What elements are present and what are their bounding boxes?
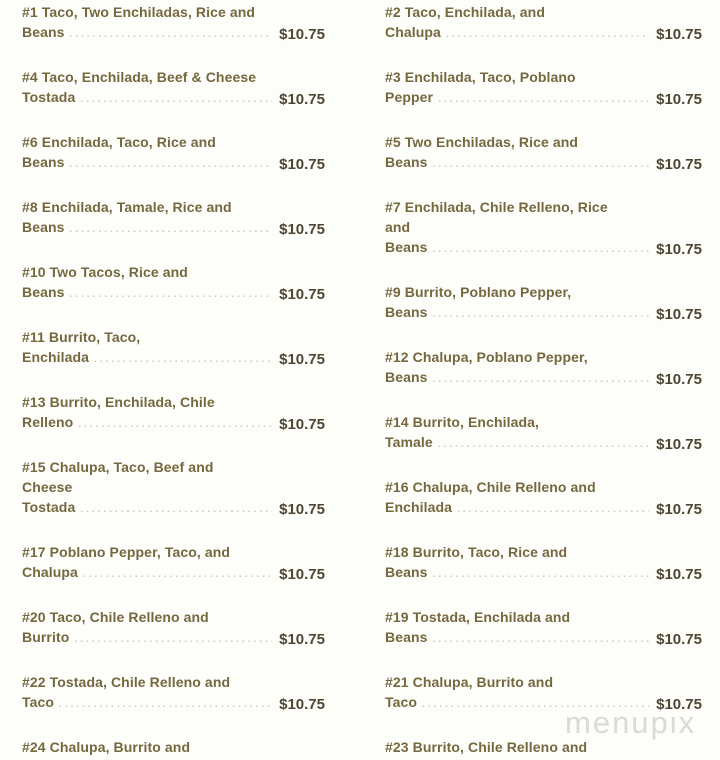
- menu-item: #19 Tostada, Enchilada and Beans........…: [385, 607, 702, 650]
- menu-item-name: #23 Burrito, Chile Relleno and Rice: [385, 739, 588, 760]
- menu-item: #24 Chalupa, Burrito and Beans..........…: [22, 737, 325, 760]
- menu-item: #4 Taco, Enchilada, Beef & Cheese Tostad…: [22, 67, 325, 110]
- menu-item-price: $10.75: [649, 305, 702, 325]
- menu-item-price: $10.75: [649, 630, 702, 650]
- menu-item-name: #3 Enchilada, Taco, Poblano Pepper: [385, 69, 576, 105]
- menu-item: #12 Chalupa, Poblano Pepper, Beans......…: [385, 347, 702, 390]
- menu-item-price: $10.75: [272, 285, 325, 305]
- dotted-leader: ........................................…: [432, 374, 702, 385]
- menu-item: #23 Burrito, Chile Relleno and Rice.....…: [385, 737, 702, 760]
- dotted-leader: ........................................…: [432, 244, 702, 255]
- menu-item-price: $10.75: [272, 220, 325, 240]
- dotted-leader: ........................................…: [80, 94, 325, 105]
- menu-item-price: $10.75: [272, 350, 325, 370]
- menu-item-name: #10 Two Tacos, Rice and Beans: [22, 264, 188, 300]
- dotted-leader: ........................................…: [74, 634, 325, 645]
- menu-item-name: #8 Enchilada, Tamale, Rice and Beans: [22, 199, 232, 235]
- menu-item-name: #16 Chalupa, Chile Relleno and Enchilada: [385, 479, 596, 515]
- dotted-leader: ........................................…: [69, 159, 325, 170]
- menu-item-name: #1 Taco, Two Enchiladas, Rice and Beans: [22, 4, 256, 40]
- menu-item: #22 Tostada, Chile Relleno and Taco.....…: [22, 672, 325, 715]
- menu-item-name: #7 Enchilada, Chile Relleno, Rice and Be…: [385, 199, 608, 255]
- menu-item: #5 Two Enchiladas, Rice and Beans.......…: [385, 132, 702, 175]
- menu-item-price: $10.75: [649, 565, 702, 585]
- menu-item-name: #5 Two Enchiladas, Rice and Beans: [385, 134, 579, 170]
- menu-item-price: $10.75: [649, 155, 702, 175]
- menu-item-price: $10.75: [649, 695, 702, 715]
- menu-item-name: #4 Taco, Enchilada, Beef & Cheese Tostad…: [22, 69, 257, 105]
- dotted-leader: ........................................…: [438, 94, 702, 105]
- menu-item-price: $10.75: [649, 500, 702, 520]
- menu-item-name: #22 Tostada, Chile Relleno and Taco: [22, 674, 231, 710]
- menu-item-price: $10.75: [272, 25, 325, 45]
- menu-item: #14 Burrito, Enchilada, Tamale..........…: [385, 412, 702, 455]
- menu-item-name: #12 Chalupa, Poblano Pepper, Beans: [385, 349, 588, 385]
- menu-column-left: #1 Taco, Two Enchiladas, Rice and Beans.…: [22, 2, 325, 760]
- dotted-leader: ........................................…: [422, 699, 702, 710]
- dotted-leader: ........................................…: [80, 504, 325, 515]
- menu-item-price: $10.75: [272, 630, 325, 650]
- menu-item-price: $10.75: [649, 90, 702, 110]
- menu-item-name: #17 Poblano Pepper, Taco, and Chalupa: [22, 544, 231, 580]
- dotted-leader: ........................................…: [69, 29, 325, 40]
- dotted-leader: ........................................…: [437, 439, 702, 450]
- menu-item-price: $10.75: [649, 240, 702, 260]
- menu-item-name: #14 Burrito, Enchilada, Tamale: [385, 414, 540, 450]
- menu-item: #17 Poblano Pepper, Taco, and Chalupa...…: [22, 542, 325, 585]
- menu-item-price: $10.75: [649, 25, 702, 45]
- menu-item-name: #9 Burrito, Poblano Pepper, Beans: [385, 284, 572, 320]
- dotted-leader: ........................................…: [432, 159, 702, 170]
- dotted-leader: ........................................…: [94, 354, 325, 365]
- menu-item-price: $10.75: [272, 90, 325, 110]
- dotted-leader: ........................................…: [457, 504, 702, 515]
- menu-item: #2 Taco, Enchilada, and Chalupa.........…: [385, 2, 702, 45]
- menu-item-price: $10.75: [649, 435, 702, 455]
- dotted-leader: ........................................…: [59, 699, 325, 710]
- menu-item: #16 Chalupa, Chile Relleno and Enchilada…: [385, 477, 702, 520]
- menu-item-name: #21 Chalupa, Burrito and Taco: [385, 674, 554, 710]
- menu-item: #15 Chalupa, Taco, Beef and Cheese Tosta…: [22, 457, 325, 520]
- menu-item: #7 Enchilada, Chile Relleno, Rice and Be…: [385, 197, 702, 260]
- menu-item-price: $10.75: [272, 155, 325, 175]
- menu-item-price: $10.75: [272, 415, 325, 435]
- menu-item-price: $10.75: [272, 565, 325, 585]
- dotted-leader: ........................................…: [432, 569, 702, 580]
- dotted-leader: ........................................…: [69, 224, 325, 235]
- menu-item-name: #20 Taco, Chile Relleno and Burrito: [22, 609, 209, 645]
- dotted-leader: ........................................…: [82, 569, 325, 580]
- menu-item: #20 Taco, Chile Relleno and Burrito.....…: [22, 607, 325, 650]
- dotted-leader: ........................................…: [432, 634, 702, 645]
- menu-item-name: #24 Chalupa, Burrito and Beans: [22, 739, 191, 760]
- menu-item-name: #2 Taco, Enchilada, and Chalupa: [385, 4, 545, 40]
- menu-column-right: #2 Taco, Enchilada, and Chalupa.........…: [385, 2, 702, 760]
- dotted-leader: ........................................…: [69, 289, 325, 300]
- menu-item: #1 Taco, Two Enchiladas, Rice and Beans.…: [22, 2, 325, 45]
- menu-item: #13 Burrito, Enchilada, Chile Relleno...…: [22, 392, 325, 435]
- menu-item-name: #13 Burrito, Enchilada, Chile Relleno: [22, 394, 215, 430]
- dotted-leader: ........................................…: [432, 309, 702, 320]
- menu-item: #18 Burrito, Taco, Rice and Beans.......…: [385, 542, 702, 585]
- menu-item-name: #6 Enchilada, Taco, Rice and Beans: [22, 134, 216, 170]
- menu-item: #21 Chalupa, Burrito and Taco...........…: [385, 672, 702, 715]
- menu-item: #11 Burrito, Taco, Enchilada............…: [22, 327, 325, 370]
- menu-item-name: #15 Chalupa, Taco, Beef and Cheese Tosta…: [22, 459, 214, 515]
- menu-item: #6 Enchilada, Taco, Rice and Beans......…: [22, 132, 325, 175]
- menu-item-name: #11 Burrito, Taco, Enchilada: [22, 329, 141, 365]
- menu-item-price: $10.75: [272, 500, 325, 520]
- menu-item-name: #19 Tostada, Enchilada and Beans: [385, 609, 571, 645]
- dotted-leader: ........................................…: [445, 29, 702, 40]
- menu-item: #3 Enchilada, Taco, Poblano Pepper......…: [385, 67, 702, 110]
- dotted-leader: ........................................…: [78, 419, 325, 430]
- menu-item-price: $10.75: [649, 370, 702, 390]
- menu-item: #9 Burrito, Poblano Pepper, Beans.......…: [385, 282, 702, 325]
- menu-item: #10 Two Tacos, Rice and Beans...........…: [22, 262, 325, 305]
- menu-item: #8 Enchilada, Tamale, Rice and Beans....…: [22, 197, 325, 240]
- menu-item-price: $10.75: [272, 695, 325, 715]
- menu-item-name: #18 Burrito, Taco, Rice and Beans: [385, 544, 568, 580]
